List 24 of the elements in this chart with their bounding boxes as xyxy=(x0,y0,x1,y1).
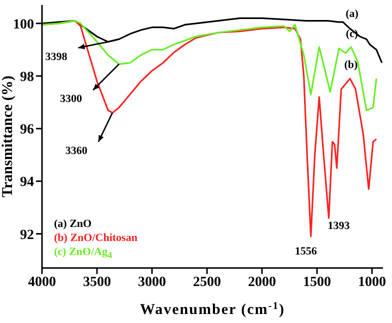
y-tick-label: 100 xyxy=(13,17,34,32)
annotation: 1393 xyxy=(328,220,350,232)
annotation: 3300 xyxy=(60,93,82,106)
annotation: 3360 xyxy=(65,144,88,157)
y-tick-label: 98 xyxy=(20,70,34,85)
annotation: 1556 xyxy=(294,245,318,258)
x-tick-label: 2000 xyxy=(248,274,276,290)
y-tick-label: 94 xyxy=(20,175,34,190)
annotation: (a) xyxy=(346,8,359,20)
x-tick-label: 3500 xyxy=(83,274,111,290)
y-axis-title: Transmittance (%) xyxy=(0,76,16,198)
annotation: 3398 xyxy=(45,50,68,63)
text: (a) ZnO xyxy=(54,218,92,230)
x-tick-label: 1500 xyxy=(303,274,331,290)
x-axis-title: Wavenumber (cm$^{-1}$) xyxy=(140,300,286,318)
y-tick-label: 96 xyxy=(20,122,34,138)
x-tick-label: 1000 xyxy=(358,274,386,290)
x-tick-label: 3000 xyxy=(138,274,166,290)
x-tick-label: 2500 xyxy=(193,274,221,290)
annotation: (b) xyxy=(344,59,358,71)
text: (c) ZnO/Ag$_{4}$ xyxy=(54,246,112,260)
x-tick-label: 4000 xyxy=(28,274,56,290)
text: (b) ZnO/Chitosan xyxy=(54,232,138,244)
y-tick-label: 92 xyxy=(20,228,34,243)
